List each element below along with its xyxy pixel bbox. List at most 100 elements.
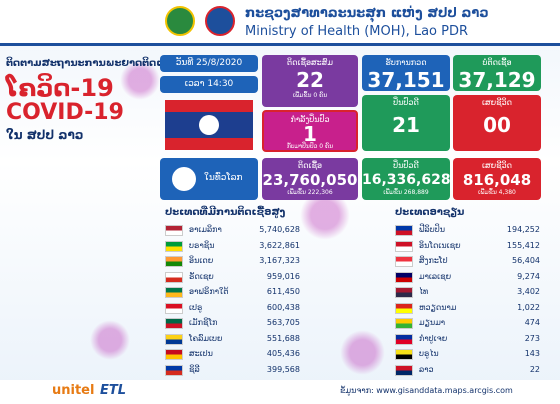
stat-value: 22 <box>296 68 324 92</box>
flag <box>395 287 413 298</box>
flag <box>395 333 413 345</box>
country-name: ອິນເດຍ <box>189 256 214 265</box>
stat-note: ເພີ່ມຂຶ້ນ 222,306 <box>287 189 333 196</box>
flag <box>165 318 183 329</box>
stat-value: 16,336,628 <box>362 172 450 188</box>
country-value: 1,022 <box>517 302 540 312</box>
flag <box>395 240 413 252</box>
flag <box>395 364 413 376</box>
country-name: ຫວຽດນາມ <box>419 302 457 312</box>
country-value: 611,450 <box>266 287 300 296</box>
stat-box: ປິ່ນປົວດີ 21 <box>362 95 450 151</box>
country-value: 5,740,628 <box>259 225 300 234</box>
country-name: ຣັດເຊຍ <box>189 271 214 281</box>
source: ຂໍ້ມູນຈາກ: www.gisanddata.maps.arcgis.co… <box>340 386 513 395</box>
flag <box>395 271 413 283</box>
stat-label: ປິ່ນປົວດີ <box>393 98 419 107</box>
stat-value: 00 <box>483 113 511 137</box>
stat-label: ເສຍຊີວິດ <box>481 98 512 107</box>
stat-box: ປິ່ນປົວດີ 16,336,628 ເພີ່ມຂຶ້ນ 268,889 <box>362 158 450 200</box>
country-name: ອາຟຣິກາໃຕ້ <box>189 287 229 296</box>
flag <box>165 364 183 376</box>
intro: ໂຄວິດ-19 <box>6 74 114 102</box>
flag <box>165 240 183 252</box>
stat-label: ກຳລັງປິ່ນປົວ <box>290 115 330 124</box>
country-value: 563,705 <box>266 318 300 327</box>
stat-box: ຮັບການກວດ 37,151 <box>362 55 450 91</box>
stat-value: 816,048 <box>462 171 532 189</box>
country-name: ມາເລເຊຍ <box>419 271 452 281</box>
stat-label: ຕິດເຊື້ອສະສົມ <box>287 58 333 67</box>
decoration <box>340 330 385 375</box>
intro: ໃນ ສປປ ລາວ <box>6 128 84 142</box>
country-value: 9,274 <box>517 271 540 281</box>
intro: COVID-19 <box>6 100 124 125</box>
country-value: 3,167,323 <box>259 256 300 265</box>
country-value: 155,412 <box>506 240 540 250</box>
stat-note: ກັບມາປິ່ນປົວ 0 ຄົນ <box>286 143 334 150</box>
country-name: ຟີລິບປິນ <box>419 225 445 234</box>
stat-box: ຕິດເຊື້ອສະສົມ 22 ເພີ່ມຂຶ້ນ 0 ຄົນ <box>262 55 358 107</box>
stat-box: ບໍ່ຕິດເຊື້ອ 37,129 <box>453 55 541 91</box>
stat-label: ບໍ່ຕິດເຊື້ອ <box>482 58 512 67</box>
list-title: ປະເທດອາຊຽນ <box>395 207 465 218</box>
footer: unitel ETL ຂໍ້ມູນຈາກ: www.gisanddata.map… <box>0 380 560 404</box>
country-name: ຊິລີ <box>189 364 200 374</box>
sponsor: unitel <box>52 383 95 398</box>
country-name: ອິນໂດເນເຊຍ <box>419 240 461 250</box>
stat-box: ກຳລັງປິ່ນປົວ 1 ກັບມາປິ່ນປົວ 0 ຄົນ <box>262 110 358 152</box>
flag <box>395 225 413 236</box>
country-name: ສະເປນ <box>189 349 213 358</box>
flag <box>165 225 183 236</box>
country-name: ມຽນມາ <box>419 318 446 327</box>
country-value: 273 <box>524 333 540 343</box>
flag <box>165 302 183 314</box>
country-value: 959,016 <box>266 271 300 281</box>
flag <box>395 318 413 329</box>
stat-note: ເພີ່ມຂຶ້ນ 4,380 <box>478 189 516 196</box>
stat-value: 21 <box>392 113 420 137</box>
flag <box>395 302 413 314</box>
list-title: ປະເທດທີ່ມີການຕິດເຊື້ອສູງ <box>165 207 286 218</box>
logo <box>165 6 195 36</box>
date: ວັນທີ 25/8/2020 <box>160 55 258 72</box>
stat-box: ເສຍຊີວິດ 00 <box>453 95 541 151</box>
stat-value: 23,760,050 <box>262 171 358 189</box>
stat-note: ເພີ່ມຂຶ້ນ 268,889 <box>383 189 429 196</box>
flag <box>165 256 183 267</box>
country-value: 405,436 <box>266 349 300 358</box>
country-name: ໂຄລົມເບຍ <box>189 333 223 343</box>
country-name: ບຣາຊິນ <box>189 240 215 250</box>
decoration <box>120 60 160 100</box>
flag <box>165 349 183 360</box>
country-name: ໄທ <box>419 287 429 296</box>
title-en: Ministry of Health (MOH), Lao PDR <box>245 24 469 39</box>
sponsor: ETL <box>100 383 127 398</box>
country-value: 600,438 <box>266 302 300 312</box>
stat-note: ເພີ່ມຂຶ້ນ 0 ຄົນ <box>292 92 328 99</box>
country-value: 474 <box>524 318 540 327</box>
country-name: ເປຣູ <box>189 302 203 312</box>
country-name: ກຳປູເຈຍ <box>419 333 448 343</box>
intro: ຕິດຕາມສະຖານະການພະຍາດຕິດເຊື້ອ <box>6 58 177 69</box>
country-value: 56,404 <box>512 256 540 265</box>
stat-box: ເສຍຊີວິດ 816,048 ເພີ່ມຂຶ້ນ 4,380 <box>453 158 541 200</box>
stat-box: ຕິດເຊື້ອ 23,760,050 ເພີ່ມຂຶ້ນ 222,306 <box>262 158 358 200</box>
stat-label: ຕິດເຊື້ອ <box>297 161 323 170</box>
country-value: 22 <box>529 364 540 374</box>
time: ເວລາ 14:30 <box>160 76 258 93</box>
country-name: ເມັກຊິໂກ <box>189 318 218 327</box>
country-value: 143 <box>524 349 540 358</box>
world-box: ໃນທົ່ວໂລກ <box>160 158 258 200</box>
flag <box>165 287 183 298</box>
country-name: ສິງກະໂປ <box>419 256 448 265</box>
lao-flag <box>165 100 253 150</box>
country-value: 551,688 <box>266 333 300 343</box>
logo <box>205 6 235 36</box>
country-value: 3,402 <box>517 287 540 296</box>
stat-label: ຮັບການກວດ <box>385 58 427 67</box>
stat-value: 1 <box>303 122 317 146</box>
flag <box>395 256 413 267</box>
country-name: ບຣູໄນ <box>419 349 439 358</box>
country-value: 399,568 <box>266 364 300 374</box>
